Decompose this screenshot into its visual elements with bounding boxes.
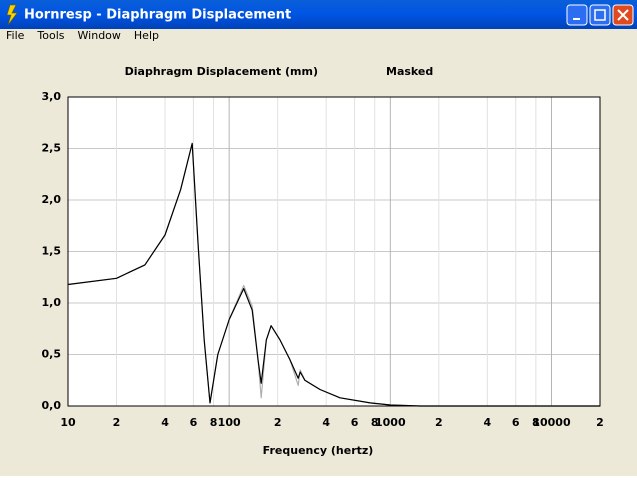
plot-border [67, 96, 601, 407]
window-title: Hornresp - Diaphragm Displacement [24, 8, 291, 23]
maximize-icon [594, 9, 606, 21]
y-tick-label: 2,0 [42, 193, 62, 206]
y-tick-label: 1,5 [42, 245, 62, 258]
series-line [67, 142, 600, 407]
x-tick-label: 2 [435, 416, 443, 429]
x-axis-label: Frequency (hertz) [263, 444, 374, 457]
close-icon [617, 9, 629, 21]
chart-annotation: Masked [386, 65, 433, 78]
x-tick-label: 2 [274, 416, 282, 429]
x-tick-label: 4 [322, 416, 330, 429]
menu-item[interactable]: Window [78, 29, 121, 42]
menu-item[interactable]: Tools [36, 29, 64, 42]
menu-item[interactable]: File [6, 29, 25, 42]
x-tick-label: 2 [113, 416, 121, 429]
chart-title: Diaphragm Displacement (mm) [125, 65, 318, 78]
title-bar [0, 0, 637, 29]
y-tick-label: 0,5 [42, 348, 62, 361]
x-tick-label: 10000 [532, 416, 571, 429]
x-tick-label: 6 [351, 416, 359, 429]
x-tick-label: 4 [161, 416, 169, 429]
menu-bar: File Tools Window Help [6, 29, 159, 42]
y-tick-label: 3,0 [42, 90, 62, 103]
x-tick-label: 6 [190, 416, 198, 429]
app-icon [6, 4, 18, 26]
y-tick-label: 2,5 [42, 142, 62, 155]
x-tick-label: 100 [218, 416, 241, 429]
menu-item[interactable]: Help [134, 29, 159, 42]
x-tick-label: 4 [484, 416, 492, 429]
x-tick-label: 8 [210, 416, 218, 429]
maximize-button[interactable] [589, 4, 611, 26]
x-tick-label: 1000 [375, 416, 406, 429]
x-tick-label: 8 [532, 416, 540, 429]
x-tick-label: 2 [596, 416, 604, 429]
x-tick-label: 10 [60, 416, 76, 429]
y-tick-label: 0,0 [42, 399, 62, 412]
y-tick-label: 1,0 [42, 296, 62, 309]
x-tick-label: 8 [371, 416, 379, 429]
minimize-icon [573, 18, 580, 20]
x-tick-label: 6 [512, 416, 520, 429]
lines [67, 142, 600, 407]
minimize-button[interactable] [566, 4, 588, 26]
